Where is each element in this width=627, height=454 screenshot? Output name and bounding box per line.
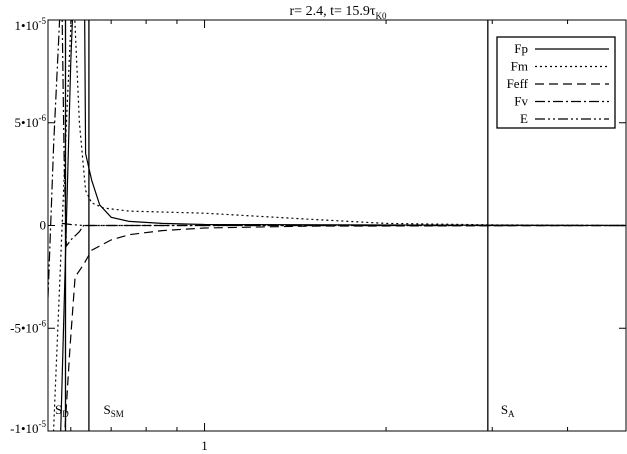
series-group <box>48 20 626 431</box>
ticks-group: 1•10-5 5•10-6 0 -5•10-6 -1•10-5 1 <box>10 16 627 453</box>
legend-label: Fv <box>514 94 528 109</box>
series-e <box>61 222 626 227</box>
y-tick-label: -1•10-5 <box>10 419 46 436</box>
y-tick-label: 1•10-5 <box>14 16 46 33</box>
series-fp <box>60 20 626 431</box>
x-tick-label: 1 <box>201 438 208 453</box>
series-fm <box>52 20 626 431</box>
legend-label: Feff <box>507 76 529 91</box>
series-feff <box>64 224 626 431</box>
region-label: SD <box>55 402 69 419</box>
y-tick-label: -5•10-6 <box>10 318 46 335</box>
legend-box <box>496 36 616 129</box>
legend-label: Fp <box>514 41 528 56</box>
chart-title: r= 2.4, t= 15.9τK0 <box>290 4 387 21</box>
y-tick-label: 0 <box>40 218 47 233</box>
legend: Fp Fm Feff Fv E <box>496 36 616 129</box>
y-tick-label: 5•10-6 <box>14 113 46 130</box>
legend-label: Fm <box>511 59 528 74</box>
legend-label: E <box>520 111 528 126</box>
region-labels: SD SSM SA <box>55 402 515 419</box>
series-fv <box>48 20 626 298</box>
region-label: SSM <box>104 402 124 419</box>
region-label: SA <box>501 402 515 419</box>
